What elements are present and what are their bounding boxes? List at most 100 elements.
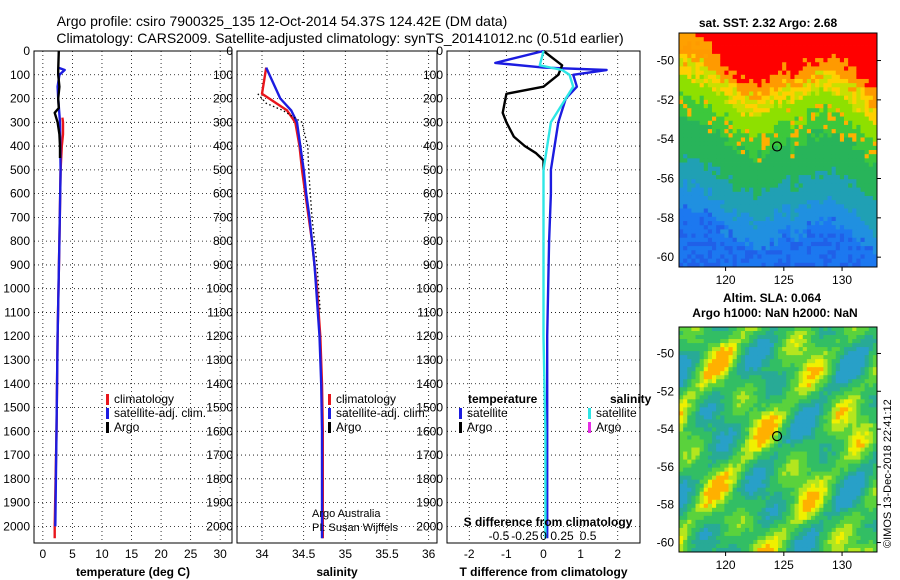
map-cell xyxy=(852,208,857,214)
map-cell xyxy=(872,491,878,497)
map-cell xyxy=(864,415,870,420)
map-cell xyxy=(749,435,754,440)
map-cell xyxy=(699,49,705,55)
map-cell xyxy=(856,237,861,243)
map-cell xyxy=(844,359,849,364)
map-cell xyxy=(868,443,874,448)
map-cell xyxy=(827,191,833,197)
map-cell xyxy=(868,158,874,163)
map-cell xyxy=(835,187,841,193)
map-cell xyxy=(864,129,870,134)
map-cell xyxy=(864,339,870,344)
map-cell xyxy=(749,487,754,493)
map-cell xyxy=(745,371,750,376)
map-cell xyxy=(728,495,734,501)
map-cell xyxy=(782,351,787,356)
map-cell xyxy=(745,37,750,42)
map-cell xyxy=(823,158,828,163)
map-cell xyxy=(839,395,845,400)
map-cell xyxy=(831,116,837,122)
map-cell xyxy=(839,262,845,268)
map-cell xyxy=(802,120,808,126)
map-cell xyxy=(872,407,878,412)
map-cell xyxy=(728,463,734,469)
map-cell xyxy=(761,335,767,340)
map-cell xyxy=(872,58,878,63)
map-cell xyxy=(765,241,771,247)
map-cell xyxy=(827,447,833,452)
map-cell xyxy=(827,99,833,105)
map-cell xyxy=(860,379,866,384)
map-cell xyxy=(707,339,713,344)
map-cell xyxy=(687,391,692,396)
map-cell xyxy=(695,403,701,408)
map-cell xyxy=(848,187,853,193)
map-cell xyxy=(827,467,833,473)
map-cell xyxy=(790,150,795,155)
map-cell xyxy=(860,170,866,176)
map-cell xyxy=(823,87,828,92)
map-cell xyxy=(778,158,783,163)
map-cell xyxy=(806,495,812,501)
map-cell xyxy=(707,327,713,332)
map-cell xyxy=(757,141,762,147)
map-cell xyxy=(736,150,742,155)
map-cell xyxy=(707,403,713,408)
map-cell xyxy=(831,459,837,465)
map-cell xyxy=(786,407,791,412)
map-cell xyxy=(736,491,742,497)
map-cell xyxy=(835,229,841,234)
map-cell xyxy=(724,87,729,92)
series-line-climatology xyxy=(260,67,324,539)
map-cell xyxy=(811,175,816,180)
map-cell xyxy=(695,41,701,46)
map-cell xyxy=(802,443,808,448)
map-cell xyxy=(864,371,870,376)
map-cell xyxy=(679,200,684,205)
map-cell xyxy=(732,375,738,380)
map-cell xyxy=(724,41,729,46)
map-cell xyxy=(868,237,874,243)
map-cell xyxy=(724,387,729,392)
map-cell xyxy=(707,241,713,247)
map-cell xyxy=(691,411,696,416)
map-cell xyxy=(786,443,791,448)
map-cell xyxy=(761,479,767,485)
map-cell xyxy=(753,241,758,247)
map-cell xyxy=(790,229,795,234)
map-cell xyxy=(819,258,824,264)
map-cell xyxy=(749,343,754,348)
map-cell xyxy=(815,471,820,477)
map-cell xyxy=(782,158,787,163)
map-cell xyxy=(720,499,725,505)
map-cell xyxy=(761,459,767,465)
map-cell xyxy=(699,367,705,372)
map-cell xyxy=(827,95,833,101)
map-cell xyxy=(687,166,692,172)
map-cell xyxy=(782,141,787,147)
map-cell xyxy=(712,487,717,493)
map-cell xyxy=(728,411,734,416)
map-cell xyxy=(868,166,874,172)
map-cell xyxy=(811,99,816,105)
map-cell xyxy=(844,95,849,101)
map-cell xyxy=(831,225,837,230)
map-cell xyxy=(703,221,709,226)
map-cell xyxy=(716,221,721,226)
map-cell xyxy=(839,467,845,473)
map-cell xyxy=(683,363,688,368)
map-cell xyxy=(761,104,767,109)
map-cell xyxy=(703,451,709,456)
map-cell xyxy=(736,415,742,420)
map-cell xyxy=(679,158,684,163)
map-cell xyxy=(720,495,725,501)
map-cell xyxy=(872,447,878,452)
map-cell xyxy=(811,258,816,264)
map-cell xyxy=(728,41,734,46)
map-cell xyxy=(703,41,709,46)
map-cell xyxy=(765,479,771,485)
map-cell xyxy=(839,383,845,388)
map-cell xyxy=(712,137,717,143)
map-cell xyxy=(749,359,754,364)
map-cell xyxy=(769,41,775,46)
